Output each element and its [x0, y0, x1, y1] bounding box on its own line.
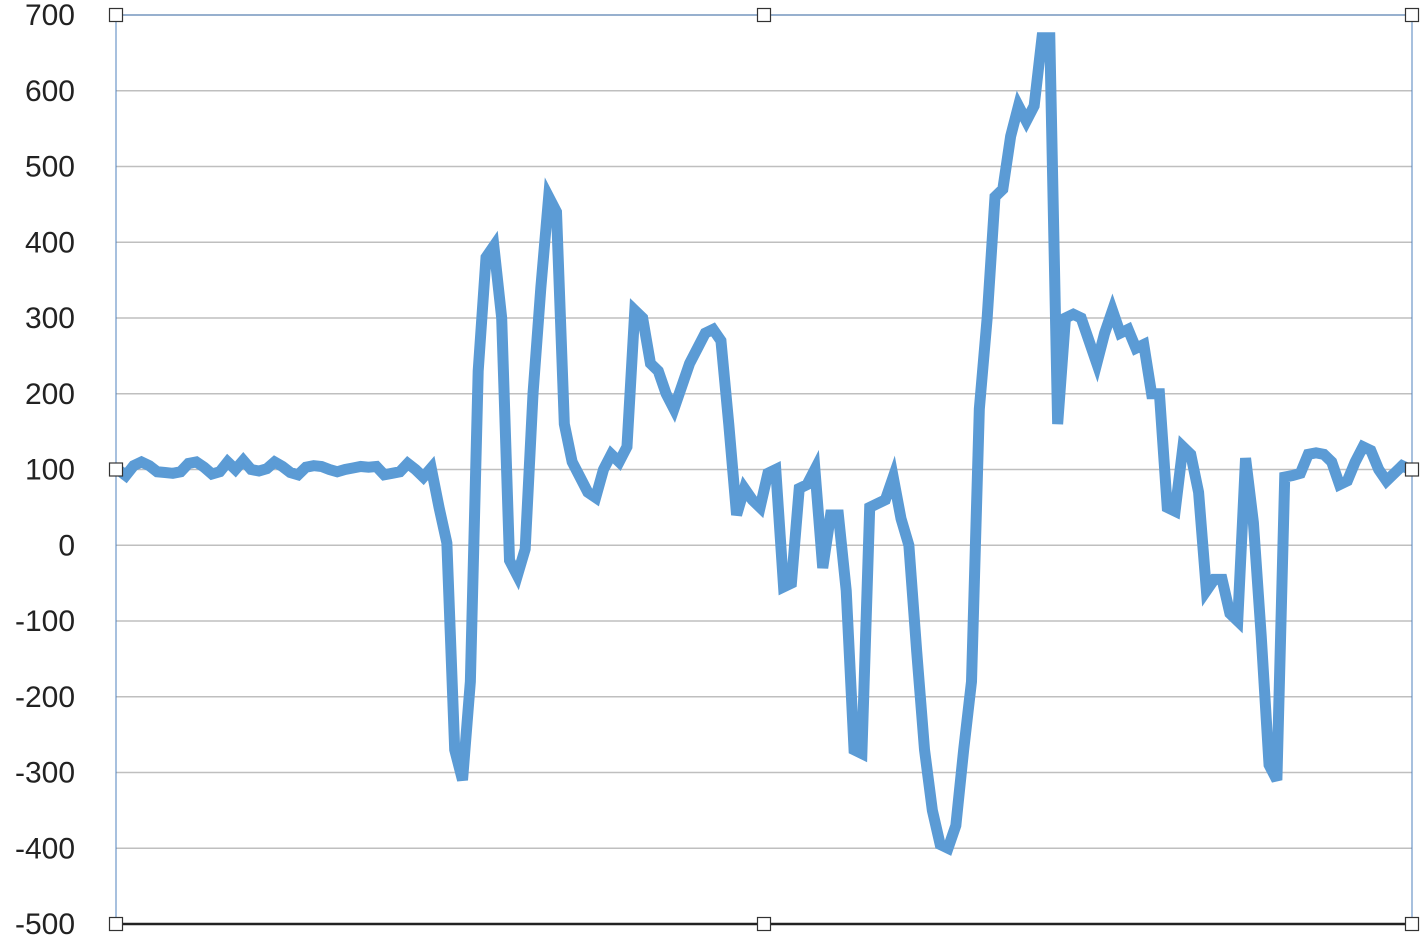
y-tick-label: -500	[15, 908, 75, 941]
resize-handle-top-right[interactable]	[1404, 7, 1420, 23]
resize-handle-top-left[interactable]	[108, 7, 124, 23]
y-tick-label: -100	[15, 605, 75, 638]
resize-handle-middle-right[interactable]	[1404, 462, 1420, 477]
y-tick-label: 600	[25, 75, 75, 108]
gridlines	[116, 14, 1412, 849]
y-tick-label: 300	[25, 302, 75, 335]
y-tick-label: 0	[58, 529, 75, 562]
y-tick-label: -300	[15, 757, 75, 790]
y-tick-label: 700	[25, 0, 75, 32]
resize-handle-bottom-right[interactable]	[1404, 916, 1420, 932]
y-tick-label: 200	[25, 378, 75, 411]
resize-handle-bottom-middle[interactable]	[756, 916, 772, 932]
resize-handle-top-middle[interactable]	[756, 7, 772, 23]
resize-handle-middle-left[interactable]	[108, 462, 124, 477]
y-tick-label: 400	[25, 226, 75, 259]
y-tick-label: -400	[15, 832, 75, 865]
resize-handle-bottom-left[interactable]	[108, 916, 124, 932]
y-tick-label: 500	[25, 151, 75, 184]
series-line	[114, 32, 1413, 856]
selection-handles[interactable]	[108, 7, 1420, 932]
y-tick-label: 100	[25, 454, 75, 487]
y-axis: 700 600 500 400 300 200 100 0 -100 -200 -300 -400 -5…	[15, 0, 75, 941]
series-layer	[114, 32, 1413, 856]
y-tick-label: -200	[15, 681, 75, 714]
